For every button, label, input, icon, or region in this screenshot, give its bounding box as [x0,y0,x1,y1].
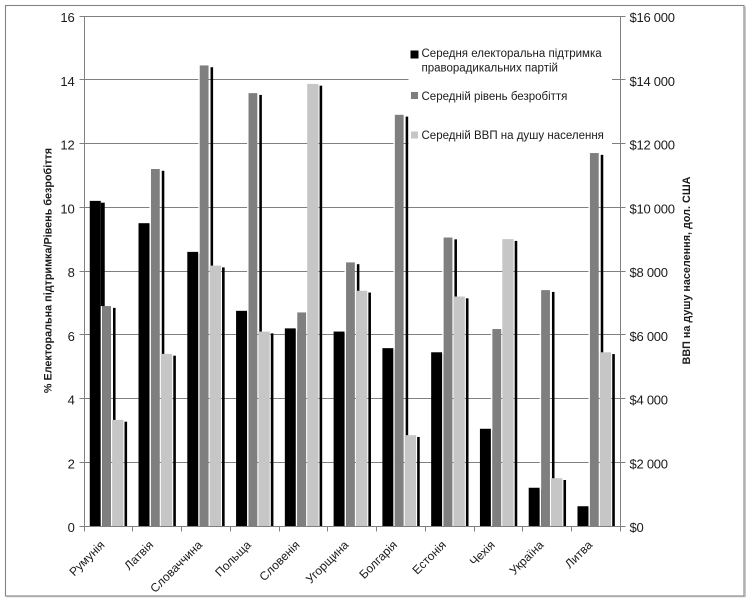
svg-text:$6 000: $6 000 [630,329,668,344]
svg-text:Середній ВВП на душу населення: Середній ВВП на душу населення [422,130,604,142]
svg-text:4: 4 [68,393,75,408]
svg-text:$14 000: $14 000 [630,74,675,89]
svg-text:$0: $0 [630,520,644,535]
svg-text:16: 16 [60,10,74,25]
svg-text:$10 000: $10 000 [630,201,675,216]
svg-text:$2 000: $2 000 [630,456,668,471]
svg-text:0: 0 [68,520,75,535]
svg-text:$16 000: $16 000 [630,10,675,25]
svg-text:Середній рівень безробіття: Середній рівень безробіття [422,91,568,103]
svg-text:12: 12 [60,138,74,153]
svg-text:8: 8 [68,265,75,280]
svg-text:праворадикальних партій: праворадикальних партій [422,62,558,74]
svg-text:$8 000: $8 000 [630,265,668,280]
svg-text:$4 000: $4 000 [630,393,668,408]
svg-text:ВВП на душу населення, дол. СШ: ВВП на душу населення, дол. США [681,176,693,364]
svg-text:10: 10 [60,201,74,216]
svg-text:6: 6 [68,329,75,344]
svg-text:2: 2 [68,456,75,471]
svg-text:14: 14 [60,74,74,89]
svg-text:Середня електоральна підтримка: Середня електоральна підтримка [422,48,603,60]
svg-text:% Електоральна підтримка/Рівен: % Електоральна підтримка/Рівень безробіт… [43,148,55,393]
svg-text:$12 000: $12 000 [630,138,675,153]
